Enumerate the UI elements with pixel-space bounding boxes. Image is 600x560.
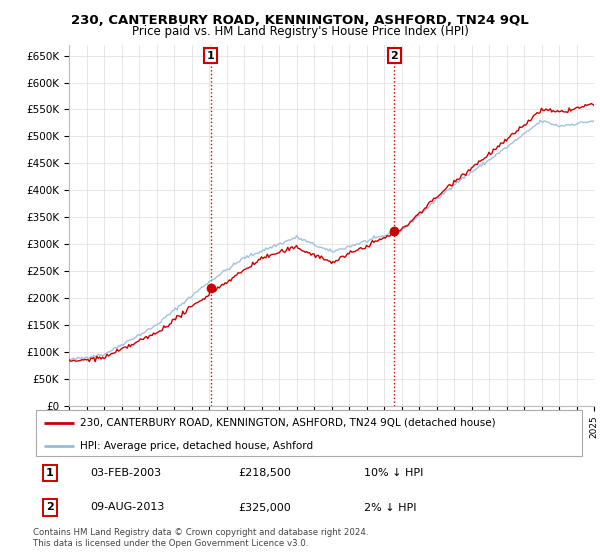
Text: 230, CANTERBURY ROAD, KENNINGTON, ASHFORD, TN24 9QL: 230, CANTERBURY ROAD, KENNINGTON, ASHFOR… [71, 14, 529, 27]
Text: £218,500: £218,500 [238, 468, 291, 478]
Text: £325,000: £325,000 [238, 502, 291, 512]
Text: 230, CANTERBURY ROAD, KENNINGTON, ASHFORD, TN24 9QL (detached house): 230, CANTERBURY ROAD, KENNINGTON, ASHFOR… [80, 418, 496, 428]
Text: 1: 1 [46, 468, 53, 478]
Text: 03-FEB-2003: 03-FEB-2003 [91, 468, 162, 478]
Text: HPI: Average price, detached house, Ashford: HPI: Average price, detached house, Ashf… [80, 441, 313, 451]
Text: Contains HM Land Registry data © Crown copyright and database right 2024.
This d: Contains HM Land Registry data © Crown c… [33, 528, 368, 548]
Text: 09-AUG-2013: 09-AUG-2013 [91, 502, 165, 512]
Text: 1: 1 [206, 50, 214, 60]
Text: 2: 2 [46, 502, 53, 512]
Text: 2: 2 [391, 50, 398, 60]
Text: 2% ↓ HPI: 2% ↓ HPI [364, 502, 416, 512]
Text: 10% ↓ HPI: 10% ↓ HPI [364, 468, 423, 478]
Text: Price paid vs. HM Land Registry's House Price Index (HPI): Price paid vs. HM Land Registry's House … [131, 25, 469, 38]
